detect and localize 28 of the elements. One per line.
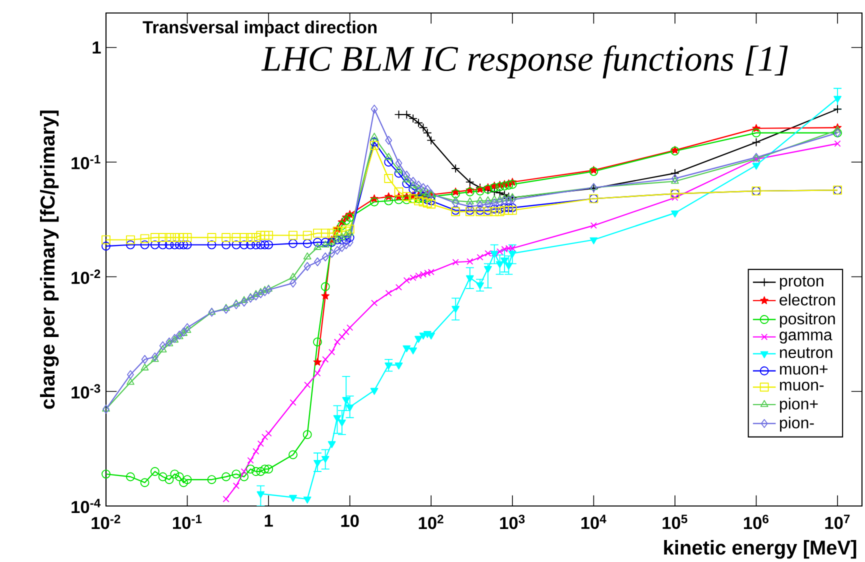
x-tick-label: 10$^{-1}$ xyxy=(173,514,202,530)
legend-label: electron xyxy=(780,294,835,306)
x-tick-label: 10$^{5}$ xyxy=(662,514,688,530)
x-axis-title: kinetic energy [MeV] xyxy=(664,540,856,559)
y-tick-label: 1 xyxy=(92,42,101,54)
legend-label: proton xyxy=(780,276,824,290)
legend-label: muon+ xyxy=(780,365,828,375)
legend-label: pion- xyxy=(780,416,814,432)
y-tick-label: 10$^{-1}$ xyxy=(72,154,100,170)
y-tick-label: 10$^{-2}$ xyxy=(72,270,100,284)
x-tick-label: 10$^{7}$ xyxy=(825,514,850,530)
x-tick-label: 10$^{2}$ xyxy=(418,514,444,530)
legend-label: positron xyxy=(780,312,835,328)
x-tick-label: 10$^{3}$ xyxy=(500,514,525,530)
y-tick-label: 10$^{-4}$ xyxy=(72,498,101,514)
x-tick-label: 1 xyxy=(264,514,273,527)
legend-label: neutron xyxy=(780,348,832,358)
legend-label: muon- xyxy=(780,382,824,391)
x-tick-label: 10 xyxy=(341,514,359,527)
y-tick-label: 10$^{-3}$ xyxy=(72,384,100,399)
chart-title: Transversal impact direction xyxy=(142,20,377,37)
y-axis-title: charge per primary [fC/primary] xyxy=(40,110,59,409)
x-tick-label: 10$^{-2}$ xyxy=(92,514,120,530)
x-tick-label: 10$^{6}$ xyxy=(744,514,768,530)
x-tick-label: 10$^{4}$ xyxy=(581,514,606,530)
legend-label: gamma xyxy=(780,332,832,344)
text: LHC BLM IC response functions [1] xyxy=(261,45,788,78)
legend-label: pion+ xyxy=(780,398,818,413)
